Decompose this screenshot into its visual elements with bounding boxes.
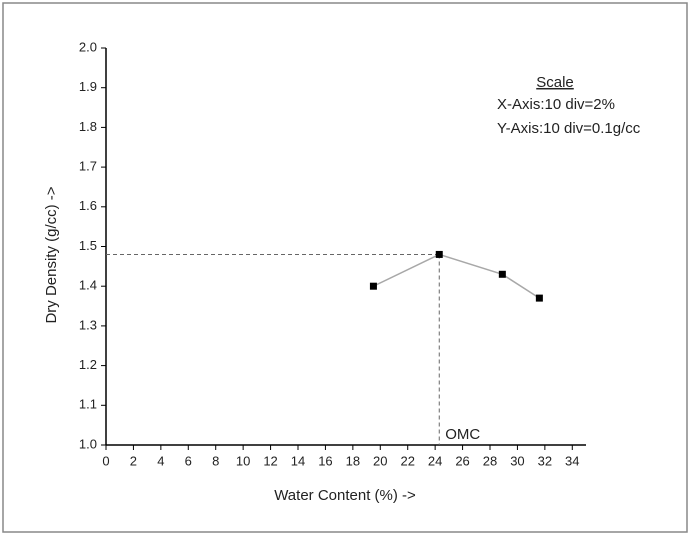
x-tick-label: 24 xyxy=(428,453,442,468)
y-tick-label: 1.2 xyxy=(79,357,97,372)
y-tick-label: 1.5 xyxy=(79,238,97,253)
x-tick-label: 16 xyxy=(318,453,332,468)
y-tick-label: 1.9 xyxy=(79,79,97,94)
y-tick-label: 1.7 xyxy=(79,159,97,174)
y-tick-label: 1.8 xyxy=(79,119,97,134)
x-tick-label: 2 xyxy=(130,453,137,468)
marker xyxy=(435,250,443,258)
x-tick-label: 8 xyxy=(212,453,219,468)
x-tick-label: 32 xyxy=(538,453,552,468)
y-tick-label: 1.3 xyxy=(79,317,97,332)
scale-line: Y-Axis:10 div=0.1g/cc xyxy=(497,120,641,137)
series-line xyxy=(373,253,540,299)
x-tick-label: 4 xyxy=(157,453,164,468)
x-tick-label: 20 xyxy=(373,453,387,468)
x-tick-label: 6 xyxy=(185,453,192,468)
y-axis-label: Dry Density (g/cc) -> xyxy=(43,186,60,323)
y-tick-label: 2.0 xyxy=(79,39,97,54)
x-tick-label: 18 xyxy=(346,453,360,468)
x-tick-label: 0 xyxy=(102,453,109,468)
scale-title: Scale xyxy=(536,74,574,91)
y-tick-label: 1.6 xyxy=(79,198,97,213)
y-tick-label: 1.1 xyxy=(79,397,97,412)
scale-line: X-Axis:10 div=2% xyxy=(497,96,615,113)
marker xyxy=(369,282,377,290)
y-tick-label: 1.4 xyxy=(79,278,97,293)
x-tick-label: 10 xyxy=(236,453,250,468)
x-tick-label: 22 xyxy=(400,453,414,468)
x-tick-label: 28 xyxy=(483,453,497,468)
x-tick-label: 14 xyxy=(291,453,305,468)
x-tick-label: 12 xyxy=(263,453,277,468)
x-tick-label: 26 xyxy=(455,453,469,468)
x-tick-label: 30 xyxy=(510,453,524,468)
y-tick-label: 1.0 xyxy=(79,436,97,451)
marker xyxy=(535,294,543,302)
marker xyxy=(498,270,506,278)
annotation: OMC xyxy=(445,426,480,443)
x-axis-label: Water Content (%) -> xyxy=(274,487,416,504)
x-tick-label: 34 xyxy=(565,453,579,468)
